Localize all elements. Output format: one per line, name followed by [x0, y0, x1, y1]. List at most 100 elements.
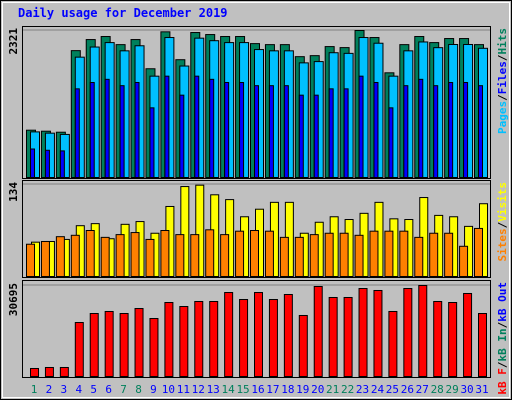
- x-tick-label: 18: [281, 383, 294, 396]
- bar: [70, 234, 80, 277]
- bar: [463, 292, 473, 378]
- bar: [224, 292, 234, 378]
- legend-entry: Hits: [496, 28, 509, 55]
- bar: [40, 240, 50, 278]
- x-tick-label: 2: [46, 383, 53, 396]
- bar: [115, 234, 125, 277]
- bar: [429, 232, 439, 277]
- bar: [459, 245, 469, 278]
- bar: [283, 293, 293, 377]
- x-tick-label: 20: [311, 383, 324, 396]
- bar: [403, 85, 409, 178]
- bar: [388, 310, 398, 377]
- bar: [59, 150, 65, 179]
- bar: [179, 306, 189, 377]
- bar: [119, 313, 129, 377]
- bar: [343, 296, 353, 377]
- bar: [180, 186, 190, 278]
- bar: [268, 85, 274, 178]
- bar: [433, 300, 443, 377]
- bar: [478, 313, 487, 377]
- bar: [268, 299, 278, 378]
- bar: [104, 310, 114, 377]
- bar: [399, 230, 409, 278]
- bar: [209, 300, 219, 377]
- bar: [373, 289, 383, 378]
- bar: [313, 94, 319, 178]
- bar: [26, 243, 35, 277]
- bar: [384, 230, 394, 278]
- bar: [164, 75, 170, 178]
- bar: [175, 234, 185, 277]
- bar: [179, 94, 185, 178]
- x-tick-label: 30: [460, 383, 473, 396]
- x-tick-label: 22: [341, 383, 354, 396]
- bar: [358, 75, 364, 178]
- bar: [254, 85, 259, 178]
- legend-entry: Visits: [496, 182, 509, 222]
- bar: [239, 299, 249, 378]
- x-tick-label: 28: [431, 383, 444, 396]
- x-tick-label: 8: [135, 383, 142, 396]
- bar: [474, 227, 483, 277]
- bar: [313, 285, 323, 378]
- x-tick-label: 23: [356, 383, 369, 396]
- x-tick-label: 17: [266, 383, 279, 396]
- bar: [418, 78, 424, 178]
- bar: [250, 230, 259, 277]
- bar: [149, 107, 155, 178]
- bar: [195, 184, 205, 277]
- legend-entry: kB F: [496, 368, 509, 395]
- legend-separator: /: [496, 94, 509, 101]
- x-tick-label: 26: [401, 383, 414, 396]
- x-tick-label: 7: [120, 383, 127, 396]
- bar: [328, 296, 338, 377]
- x-tick-label: 25: [386, 383, 399, 396]
- bar: [30, 367, 39, 378]
- bar: [55, 236, 65, 278]
- bar: [448, 302, 458, 378]
- x-tick-label: 4: [75, 383, 82, 396]
- legend-entry: kB In: [496, 328, 509, 361]
- x-tick-label: 9: [150, 383, 157, 396]
- bar: [149, 318, 159, 378]
- bar: [369, 230, 379, 278]
- bar: [324, 232, 334, 277]
- bar: [190, 234, 200, 277]
- bar: [30, 148, 35, 179]
- legend-entry: Pages: [496, 101, 509, 134]
- bar: [478, 85, 483, 178]
- bar: [403, 288, 413, 377]
- bar: [354, 234, 364, 277]
- bar: [283, 85, 289, 178]
- bar: [239, 81, 245, 178]
- legend-separator: /: [496, 54, 509, 61]
- bar: [134, 81, 140, 178]
- bar: [254, 292, 263, 378]
- x-tick-label: 19: [296, 383, 309, 396]
- bar: [74, 322, 84, 377]
- x-tick-label: 1: [31, 383, 38, 396]
- bar: [119, 85, 125, 178]
- bar: [418, 285, 428, 377]
- bar: [160, 230, 170, 277]
- bar: [448, 81, 454, 178]
- legend: Sites/Visits: [496, 182, 509, 262]
- x-tick-label: 24: [371, 383, 385, 396]
- bar: [89, 313, 99, 377]
- x-tick-label: 10: [162, 383, 175, 396]
- x-tick-label: 11: [177, 383, 190, 396]
- bar: [339, 232, 349, 277]
- x-tick-label: 15: [236, 383, 249, 396]
- bar: [433, 85, 439, 178]
- bar: [130, 232, 140, 278]
- bar: [59, 366, 69, 377]
- bar: [145, 238, 155, 277]
- bar: [85, 230, 95, 277]
- x-tick-label: 21: [326, 383, 339, 396]
- bar: [463, 81, 469, 178]
- bar: [89, 81, 95, 178]
- bar: [44, 366, 54, 377]
- bar: [358, 288, 368, 377]
